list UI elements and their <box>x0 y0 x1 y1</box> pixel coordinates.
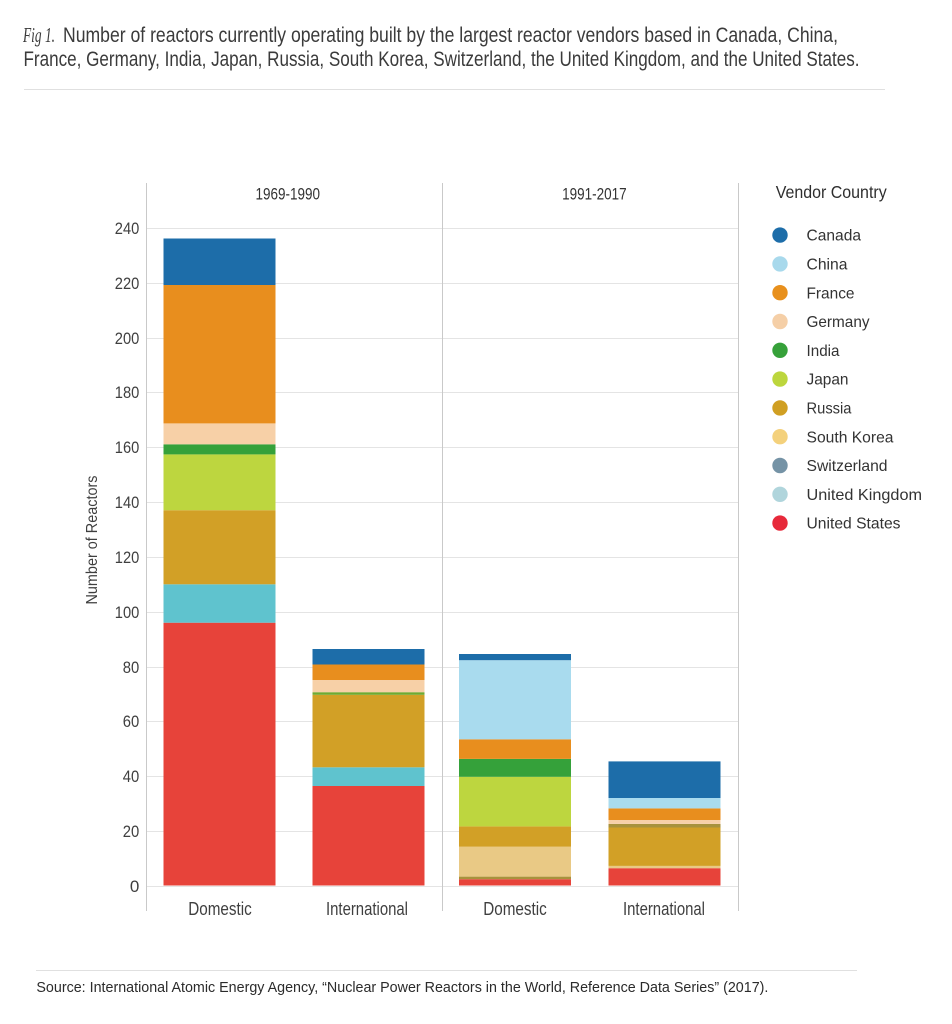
svg-text:Number of Reactors: Number of Reactors <box>84 476 101 605</box>
svg-text:Japan: Japan <box>807 372 849 389</box>
svg-text:160: 160 <box>115 438 140 457</box>
svg-text:France: France <box>807 285 855 302</box>
svg-text:Switzerland: Switzerland <box>807 458 888 475</box>
svg-text:India: India <box>807 343 840 360</box>
svg-text:Source: International Atomic E: Source: International Atomic Energy Agen… <box>36 979 768 996</box>
svg-text:Domestic: Domestic <box>188 899 252 919</box>
svg-text:International: International <box>326 899 408 919</box>
svg-text:120: 120 <box>115 548 140 567</box>
svg-text:240: 240 <box>115 219 140 238</box>
svg-text:Russia: Russia <box>807 401 852 418</box>
svg-text:20: 20 <box>123 822 140 841</box>
svg-text:100: 100 <box>115 603 140 622</box>
svg-text:Canada: Canada <box>807 228 862 245</box>
svg-text:United States: United States <box>807 516 901 533</box>
svg-text:60: 60 <box>123 712 140 731</box>
svg-text:Domestic: Domestic <box>483 899 547 919</box>
svg-text:220: 220 <box>115 274 140 293</box>
svg-text:Fig 1.: Fig 1. <box>22 23 55 47</box>
svg-text:South Korea: South Korea <box>807 429 894 446</box>
svg-text:Germany: Germany <box>807 314 870 331</box>
svg-text:0: 0 <box>130 877 139 896</box>
svg-text:China: China <box>807 257 848 274</box>
svg-text:United Kingdom: United Kingdom <box>807 487 923 504</box>
svg-text:80: 80 <box>123 658 140 677</box>
svg-text:180: 180 <box>115 383 140 402</box>
svg-text:Number of reactors currently o: Number of reactors currently operating b… <box>63 24 838 47</box>
svg-text:1991-2017: 1991-2017 <box>562 185 627 203</box>
svg-text:140: 140 <box>115 493 140 512</box>
svg-text:International: International <box>623 899 705 919</box>
svg-text:200: 200 <box>115 329 140 348</box>
svg-text:Vendor Country: Vendor Country <box>776 182 887 202</box>
svg-text:France, Germany, India, Japan,: France, Germany, India, Japan, Russia, S… <box>24 48 860 71</box>
svg-text:1969-1990: 1969-1990 <box>256 185 321 203</box>
svg-text:40: 40 <box>123 767 140 786</box>
